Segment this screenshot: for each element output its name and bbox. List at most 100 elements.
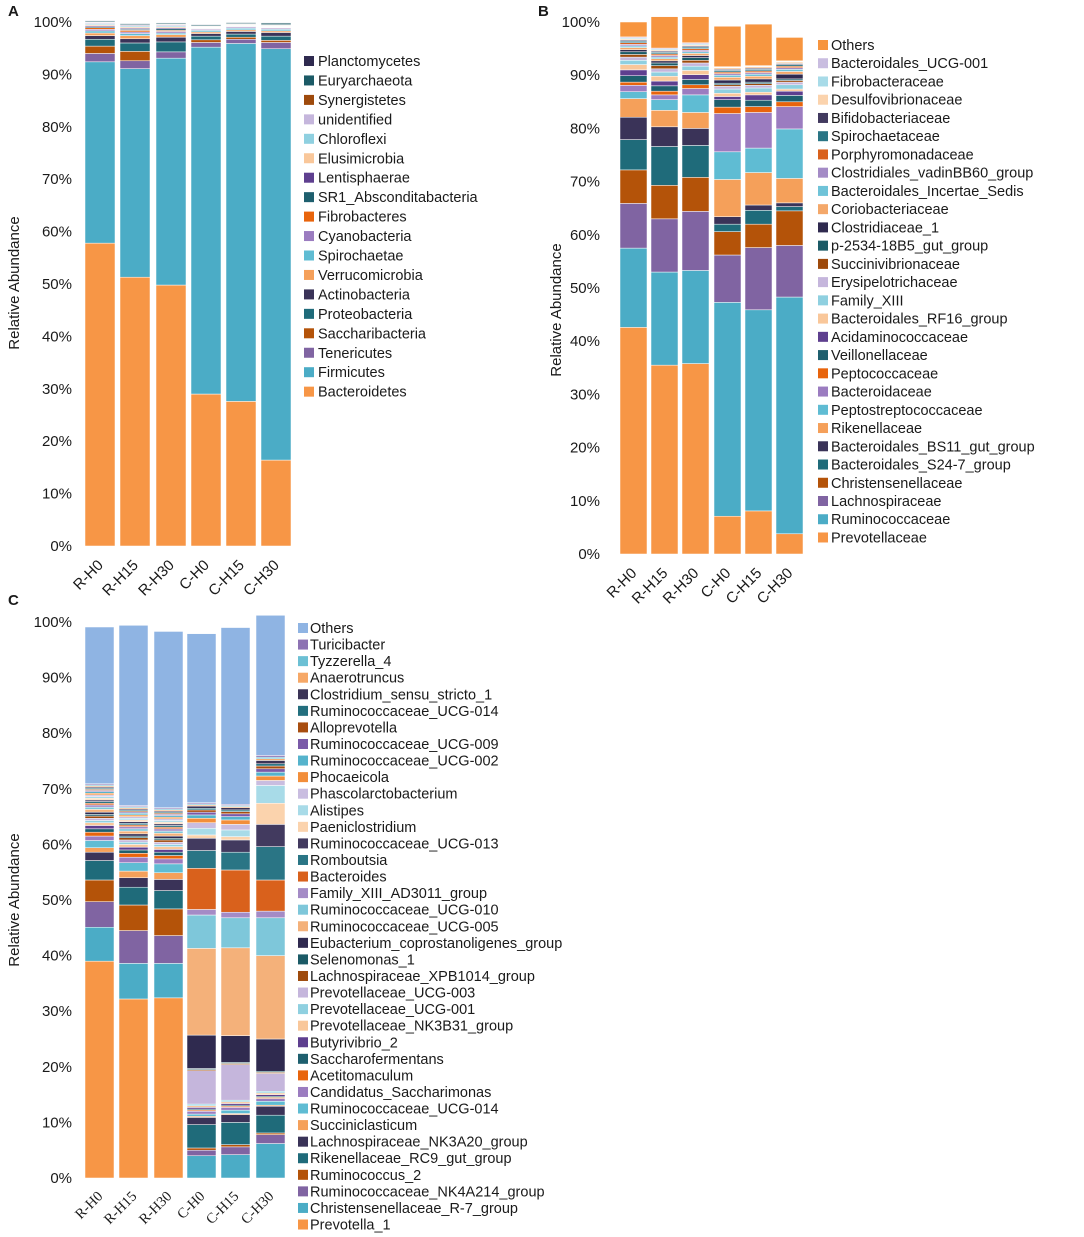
bar-segment-c-h15-bacteroidales-incertae-sedis (744, 73, 773, 77)
bar-segment-c-h30-bacteroidales-incertae-sedis (775, 69, 804, 72)
bar-segment-r-h30-ruminococcaceae-ucg-013 (153, 823, 184, 826)
bar-segment-r-h15-succinivibrionaceae (650, 65, 679, 70)
legend-label: Succiniclasticum (310, 1118, 417, 1134)
legend-swatch (298, 788, 308, 799)
bar-segment-c-h30-ruminococcaceae-ucg-014 (255, 763, 286, 767)
bar-segment-r-h0-bacteroidaceae (619, 85, 648, 92)
bar-segment-r-h30-others (153, 631, 184, 808)
bar-segment-c-h30-bacteroidetes (260, 459, 292, 547)
bar-segment-r-h0-lachnospiraceae (619, 203, 648, 249)
bar-segment-c-h15-ruminococcaceae-ucg-005 (220, 947, 251, 1036)
bar-segment-c-h30-ruminococcaceae-nk4a214-group (255, 1134, 286, 1144)
bar-segment-c-h15-firmicutes (225, 43, 257, 402)
bar-segment-r-h0-phascolarctobacterium (84, 794, 115, 797)
bar-segment-r-h0-saccharibacteria (84, 45, 116, 54)
bar-segment-c-h15-coriobacteriaceae (744, 76, 773, 80)
legend-swatch (818, 441, 828, 452)
bar-segment-c-h15-alloprevotella (220, 811, 251, 815)
bar-segment-c-h15-peptostreptococcaceae (744, 147, 773, 173)
bar-segment-r-h15-butyrivibrio-2 (118, 846, 149, 851)
bar-segment-c-h30-lachnospiraceae (775, 245, 804, 298)
bar-segment-c-h15-phascolarctobacterium (220, 824, 251, 831)
bar-segment-r-h0-selenomonas-1 (84, 814, 115, 817)
bar-segment-c-h0-phocaeicola (186, 818, 217, 823)
bar-segment-r-h30-erysipelotrichaceae (681, 62, 710, 67)
legend-label: Succinivibrionaceae (831, 257, 960, 273)
bar-segment-r-h0-actinobacteria (84, 35, 116, 40)
bar-segment-r-h15-family-xiii (650, 71, 679, 77)
bar-segment-c-h30-bacteroidales-rf16-group (775, 88, 804, 92)
bar-segment-r-h30-rikenellaceae-rc9-gut-group (153, 890, 184, 910)
bar-segment-c-h15-prevotellaceae-nk3b31-group (220, 1101, 251, 1104)
bar-segment-r-h0-bacteroidetes (84, 242, 116, 547)
bar-segment-c-h30-acidaminococcaceae (775, 90, 804, 96)
bar-segment-c-h15-ruminococcaceae-nk4a214-group (220, 1146, 251, 1155)
y-tick-label: 50% (42, 892, 72, 909)
bar-segment-c-h30-eubacterium-coprostanoligenes-group (255, 1038, 286, 1072)
bar-segment-c-h15-saccharibacteria (225, 36, 257, 40)
bar-segment-c-h30-anaerotruncus (255, 758, 286, 761)
legend-swatch (298, 689, 308, 700)
bar-segment-r-h0-others (84, 626, 115, 785)
legend-swatch (304, 133, 314, 144)
legend-label: Bacteroidales_BS11_gut_group (831, 439, 1035, 455)
legend-swatch (818, 112, 828, 123)
bar-segment-r-h15-prevotellaceae (650, 364, 679, 555)
panel-letter: C (8, 592, 19, 609)
legend-swatch (298, 639, 308, 650)
bar-segment-r-h0-ruminococcaceae-ucg-014 (84, 840, 115, 848)
legend-label: Saccharofermentans (310, 1052, 444, 1068)
bar-segment-c-h30-family-xiii (775, 84, 804, 90)
bar-segment-r-h30-ruminococcaceae-ucg-010 (153, 830, 184, 834)
bar-segment-r-h15-prevotella-1 (118, 998, 149, 1179)
x-category-label: C-H30 (238, 1189, 277, 1228)
bar-segment-r-h15-proteobacteria (119, 42, 151, 52)
y-tick-label: 20% (42, 1059, 72, 1076)
legend-swatch (304, 56, 314, 66)
bar-segment-r-h0-tenericutes (84, 53, 116, 63)
bar-segment-c-h30-ruminococcaceae-ucg-009 (255, 768, 286, 773)
bar-segment-r-h30-rikenellaceae (681, 112, 710, 129)
bar-segment-c-h15-tenericutes (225, 39, 257, 44)
bar-segment-c-h15-rikenellaceae (744, 172, 773, 206)
bar-segment-r-h15-selenomonas-1 (118, 835, 149, 838)
legend-swatch (298, 1004, 308, 1015)
legend-swatch (818, 514, 828, 525)
legend-label: Ruminococcaceae_UCG-002 (310, 754, 499, 770)
legend-label: Ruminococcaceae_NK4A214_group (310, 1184, 545, 1200)
legend-label: SR1_Absconditabacteria (318, 190, 479, 206)
bar-segment-r-h30-ruminococcaceae-ucg-002 (153, 815, 184, 818)
bar-segment-r-h15-bacteroidales-bs11-gut-group (650, 126, 679, 147)
bar-segment-c-h0-ruminococcus-2 (186, 1147, 217, 1151)
bar-segment-r-h30-ruminococcaceae (681, 270, 710, 364)
bar-segment-c-h0-ruminococcaceae (713, 302, 742, 517)
legend-swatch (818, 58, 828, 69)
legend-swatch (818, 277, 828, 288)
legend-label: Synergistetes (318, 93, 406, 109)
bar-segment-c-h30-firmicutes (260, 48, 292, 461)
bar-segment-r-h30-christensenellaceae (681, 177, 710, 212)
y-tick-label: 100% (562, 14, 600, 31)
legend-label: Lentisphaerae (318, 171, 410, 187)
legend-swatch (304, 347, 314, 358)
bar-segment-c-h15-veillonellaceae (744, 99, 773, 107)
legend-swatch (298, 738, 308, 749)
bar-segment-r-h15-ruminococcaceae-nk4a214-group (118, 930, 149, 964)
bar-segment-c-h0-romboutsia (186, 850, 217, 869)
x-category-label: R-H15 (99, 557, 142, 600)
bar-segment-c-h30-actinobacteria (260, 32, 292, 37)
y-tick-label: 40% (42, 328, 72, 345)
bar-segment-r-h30-firmicutes (155, 57, 187, 286)
bar-segment-c-h30-butyrivibrio-2 (255, 1094, 286, 1097)
legend-label: Proteobacteria (318, 307, 413, 323)
legend-swatch (298, 954, 308, 965)
bar-segment-r-h30-ruminococcaceae-nk4a214-group (153, 935, 184, 964)
legend-label: Acidaminococcaceae (831, 330, 968, 346)
bar-segment-r-h30-succiniclasticum (153, 872, 184, 880)
legend-swatch (298, 705, 308, 716)
y-tick-label: 70% (570, 174, 600, 191)
legend-label: Family_XIII_AD3011_group (310, 886, 487, 902)
bar-segment-r-h0-rikenellaceae-rc9-gut-group (84, 860, 115, 881)
legend-label: Prevotella_1 (310, 1218, 391, 1234)
